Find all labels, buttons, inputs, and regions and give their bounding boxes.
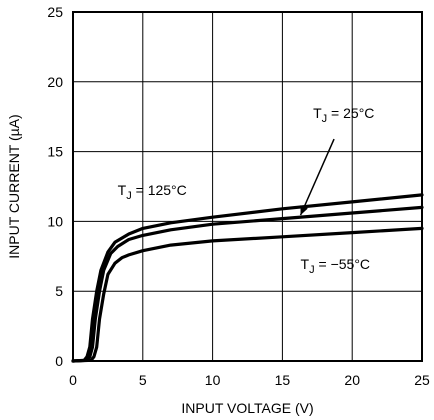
y-tick-label: 5 <box>55 283 63 299</box>
tick-labels: 0 5 10 15 20 25 0 5 10 15 20 25 <box>47 4 430 388</box>
annotation-main: T <box>313 105 322 121</box>
y-tick-label: 20 <box>47 74 63 90</box>
series-annotation: TJ = −55°C <box>301 256 370 276</box>
annotation-rest: = 125°C <box>132 182 187 198</box>
y-tick-label: 10 <box>47 213 63 229</box>
x-axis-label: INPUT VOLTAGE (V) <box>181 400 313 416</box>
annotation-main: T <box>301 256 310 272</box>
x-tick-label: 0 <box>69 372 77 388</box>
annotation-main: T <box>118 182 127 198</box>
y-tick-label: 25 <box>47 4 63 20</box>
series-line-2 <box>71 226 424 363</box>
annotation-rest: = 25°C <box>327 105 374 121</box>
series-lines <box>71 193 424 363</box>
annotation-sub: J <box>126 190 132 202</box>
annotation-sub: J <box>309 264 315 276</box>
x-tick-label: 20 <box>344 372 360 388</box>
annotation-arrowhead <box>300 205 308 216</box>
series-annotation: TJ = 25°C <box>313 105 374 125</box>
y-tick-label: 15 <box>47 144 63 160</box>
y-tick-label: 0 <box>55 353 63 369</box>
annotation-sub: J <box>322 113 328 125</box>
x-tick-label: 15 <box>275 372 291 388</box>
annotation-rest: = −55°C <box>315 256 370 272</box>
plot-frame <box>72 11 423 362</box>
series-annotation: TJ = 125°C <box>118 182 187 202</box>
annotations: TJ = 125°CTJ = 25°CTJ = −55°C <box>118 105 375 276</box>
x-tick-label: 10 <box>205 372 221 388</box>
x-tick-label: 5 <box>139 372 147 388</box>
y-axis-label: INPUT CURRENT (µA) <box>6 114 22 258</box>
annotation-arrow <box>299 138 335 216</box>
series-line-0 <box>71 193 424 363</box>
series-line-1 <box>71 205 424 363</box>
x-tick-label: 25 <box>414 372 430 388</box>
